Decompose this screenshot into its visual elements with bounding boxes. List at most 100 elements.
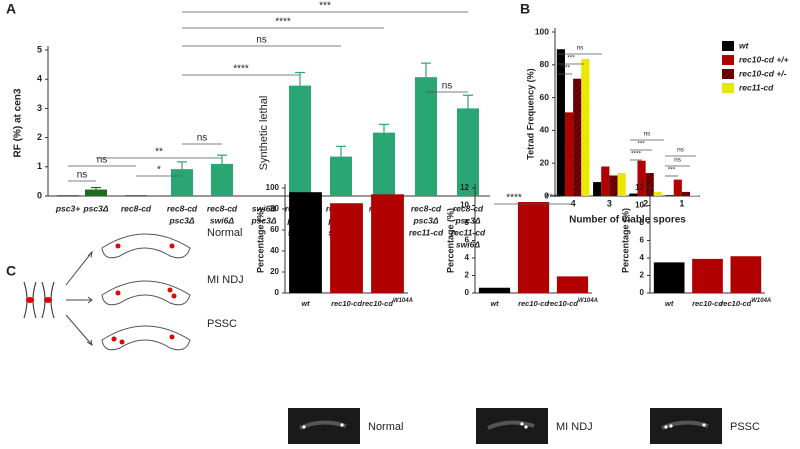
- y-tick-label: 12: [460, 183, 469, 192]
- bar: [573, 78, 582, 196]
- x-tick-label: wt: [301, 299, 310, 308]
- x-tick-text: wt: [665, 299, 674, 308]
- bar: [478, 287, 511, 293]
- x-tick-label: rec11-cd: [451, 227, 486, 237]
- y-tick-label: 4: [640, 253, 645, 262]
- x-tick-label: rec8-cd: [167, 203, 198, 213]
- significance-label: ns: [256, 35, 267, 46]
- y-tick-label: 0: [275, 288, 280, 297]
- bar: [673, 179, 682, 196]
- bar: [601, 166, 610, 196]
- legend-swatch: [722, 55, 734, 65]
- y-tick-label: 12: [635, 183, 644, 192]
- significance-label: ns: [197, 133, 208, 144]
- error-bar: [295, 71, 305, 86]
- y-tick-label: 4: [465, 253, 470, 262]
- x-tick-label: wt: [665, 299, 674, 308]
- y-tick-label: 1: [37, 161, 42, 171]
- micrograph-label: PSSC: [730, 421, 760, 433]
- legend-swatch: [722, 83, 734, 93]
- y-tick-label: 0: [640, 288, 645, 297]
- x-tick-text: wt: [301, 299, 310, 308]
- bar: [730, 256, 762, 293]
- y-tick-label: 0: [465, 288, 470, 297]
- x-tick-label: 3: [607, 198, 612, 208]
- x-tick-label: rec10-cdW104A: [362, 298, 413, 308]
- outcome-label: PSSC: [207, 318, 237, 330]
- y-tick-label: 6: [465, 236, 470, 245]
- error-bar: [463, 94, 473, 109]
- bar: [637, 160, 646, 196]
- y-tick-label: 3: [37, 103, 42, 113]
- y-axis-label: Percentage (%): [445, 208, 455, 273]
- x-tick-superscript: W104A: [393, 298, 413, 304]
- error-bar: [217, 154, 227, 164]
- significance-label: ***: [567, 55, 575, 62]
- x-tick-label: psc3Δ: [454, 215, 480, 225]
- x-tick-text: rec10-cd: [547, 299, 578, 308]
- significance-label: ****: [560, 65, 571, 72]
- significance-label: **: [155, 147, 163, 158]
- bar: [373, 132, 395, 196]
- y-axis-label: Tetrad Frequency (%): [525, 68, 535, 159]
- error-bar: [336, 145, 346, 157]
- error-bar: [379, 123, 389, 133]
- y-tick-label: 40: [540, 125, 550, 135]
- x-tick-label: 1: [679, 198, 684, 208]
- bar: [457, 108, 479, 196]
- significance-label: ****: [631, 151, 642, 158]
- significance-label: ****: [545, 193, 561, 204]
- bar: [593, 182, 602, 196]
- significance-label: ***: [637, 141, 645, 148]
- y-tick-label: 100: [266, 183, 280, 192]
- legend-swatch: [722, 69, 734, 79]
- bar: [330, 156, 352, 196]
- bar: [371, 194, 404, 293]
- bar: [125, 195, 147, 197]
- x-tick-label: rec8-cd: [411, 203, 442, 213]
- x-tick-label: swi6Δ: [210, 215, 234, 225]
- bar: [556, 276, 589, 293]
- x-tick-label: rec11-cd: [409, 227, 444, 237]
- bar: [692, 258, 723, 293]
- significance-label: ****: [506, 193, 522, 204]
- x-tick-label: psc3+: [55, 203, 80, 213]
- micrograph-label: Normal: [368, 421, 403, 433]
- error-bar: [91, 186, 101, 190]
- x-tick-label: rec10-cd: [692, 299, 723, 308]
- significance-label: ***: [319, 1, 331, 12]
- y-tick-label: 10: [635, 201, 644, 210]
- x-tick-superscript: W104A: [751, 298, 771, 304]
- legend-label: wt: [739, 40, 750, 50]
- bar: [665, 195, 674, 196]
- legend-label: rec10-cd +/-: [739, 68, 787, 78]
- y-tick-label: 100: [535, 26, 549, 36]
- bar: [517, 202, 550, 293]
- bar: [681, 191, 691, 196]
- significance-label: ***: [668, 167, 676, 174]
- x-tick-label: rec10-cdW104A: [547, 298, 598, 308]
- x-tick-text: rec10-cd: [362, 299, 393, 308]
- significance-label: ns: [674, 157, 682, 164]
- x-tick-label: rec8-cd: [121, 203, 152, 213]
- x-tick-text: wt: [490, 299, 499, 308]
- y-tick-label: 60: [270, 225, 279, 234]
- significance-label: ****: [275, 17, 291, 28]
- bar: [617, 173, 626, 196]
- x-tick-label: 4: [571, 198, 576, 208]
- bar: [581, 59, 590, 197]
- micrograph-label: MI NDJ: [556, 421, 593, 433]
- y-axis-label: Percentage (%): [255, 208, 265, 273]
- y-axis-label: RF (%) at cen3: [13, 88, 24, 157]
- annotation: Synthetic lethal: [258, 96, 270, 171]
- x-tick-label: psc3Δ: [412, 215, 438, 225]
- bar: [415, 77, 437, 196]
- x-tick-superscript: W104A: [578, 298, 598, 304]
- significance-label: ns: [644, 131, 652, 138]
- x-tick-text: rec10-cd: [331, 299, 362, 308]
- y-tick-label: 8: [640, 218, 645, 227]
- y-tick-label: 2: [640, 271, 645, 280]
- outcome-label: MI NDJ: [207, 274, 244, 286]
- micrograph: [288, 408, 360, 444]
